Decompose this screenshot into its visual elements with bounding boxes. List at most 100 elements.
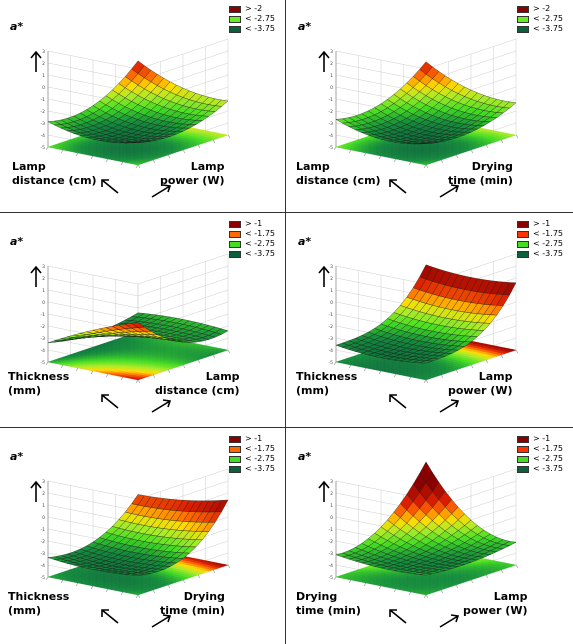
floor-tick: [348, 579, 352, 584]
legend: > -1 < -1.75 < -2.75 < -3.75: [229, 219, 275, 259]
floor-tick: [105, 158, 109, 163]
floor-tick: [425, 594, 429, 599]
z-tick-label: 2: [42, 491, 45, 497]
floor-tick: [470, 579, 474, 584]
floor-tick: [363, 582, 367, 587]
legend: > -1 < -1.75 < -2.75 < -3.75: [229, 434, 275, 474]
right-factor-arrow: [439, 184, 460, 198]
floor-tick: [60, 364, 64, 369]
floor-tick: [227, 564, 231, 569]
floor-tick: [167, 584, 171, 589]
z-tick-label: -4: [41, 563, 46, 569]
floor-tick: [333, 361, 337, 366]
floor-tick: [90, 370, 94, 375]
legend-label: < -3.75: [533, 24, 563, 33]
floor-tick: [500, 569, 504, 574]
legend-swatch: [229, 435, 242, 443]
legend-entry: < -2.75: [229, 454, 275, 464]
floor-tick: [455, 369, 459, 374]
z-tick-label: 2: [42, 276, 45, 282]
floor-tick: [137, 164, 141, 169]
z-tick-label: 3: [330, 479, 333, 485]
legend-swatch: [229, 230, 242, 238]
legend-swatch: [229, 220, 242, 228]
legend-swatch: [517, 25, 530, 33]
legend-label: < -3.75: [245, 464, 275, 473]
legend-swatch: [229, 5, 242, 13]
left-axis-label: Thickness (mm): [8, 590, 70, 617]
floor-tick: [423, 379, 427, 384]
z-tick-label: -2: [41, 109, 46, 115]
floor-tick: [455, 584, 459, 589]
response-surface: [47, 60, 229, 144]
floor-tick: [227, 349, 231, 354]
floor-tick: [515, 349, 519, 354]
legend-entry: > -1: [229, 219, 275, 229]
z-tick-label: -3: [329, 336, 334, 342]
floor-tick: [105, 588, 109, 593]
z-tick-label: 0: [42, 300, 45, 306]
surface-facet: [131, 141, 145, 144]
legend-swatch: [517, 240, 530, 248]
z-tick-label: -1: [329, 312, 334, 318]
z-tick-label: -4: [329, 563, 334, 569]
z-tick-label: -2: [41, 539, 46, 545]
right-factor-arrow: [151, 614, 172, 628]
floor-tick: [348, 364, 352, 369]
z-tick-label: 3: [330, 264, 333, 270]
legend-label: < -2.75: [245, 239, 275, 248]
legend-swatch: [229, 240, 242, 248]
floor-tick: [135, 379, 139, 384]
floor-tick: [440, 374, 444, 379]
z-tick-label: 0: [42, 85, 45, 91]
floor-tick: [425, 379, 429, 384]
z-axis-label: a*: [298, 20, 312, 33]
floor-tick: [363, 152, 367, 157]
z-tick-label: 1: [42, 73, 45, 79]
z-axis-label: a*: [298, 235, 312, 248]
floor-tick: [485, 574, 489, 579]
z-tick-label: 2: [330, 61, 333, 67]
z-tick-label: 3: [42, 264, 45, 270]
legend-label: < -1.75: [245, 444, 275, 453]
z-tick-label: -5: [41, 575, 46, 581]
legend-swatch: [517, 230, 530, 238]
chart-panel-4: -5 -4 -3 -2 -1 0 1 2 3 a* > -1 < -1.75 < -2.75 < -3.7…: [288, 215, 573, 428]
right-axis-label: Lamp power (W): [160, 160, 225, 187]
z-tick-label: -3: [329, 121, 334, 127]
right-factor-arrow: [151, 399, 172, 413]
right-axis-label: Lamp distance (cm): [155, 370, 240, 397]
legend-entry: < -3.75: [229, 464, 275, 474]
legend-swatch: [229, 445, 242, 453]
floor-tick: [423, 594, 427, 599]
legend-entry: < -3.75: [229, 249, 275, 259]
floor-tick: [455, 154, 459, 159]
legend-entry: > -1: [517, 219, 563, 229]
left-axis-label: Lamp distance (cm): [296, 160, 381, 187]
legend: > -2 < -2.75 < -3.75: [229, 4, 275, 34]
right-factor-arrow: [439, 399, 460, 413]
z-tick-label: -3: [329, 551, 334, 557]
floor-tick: [90, 155, 94, 160]
legend-entry: < -3.75: [517, 24, 563, 34]
z-tick-label: 2: [42, 61, 45, 67]
left-factor-arrow: [101, 394, 119, 409]
z-tick-label: 1: [330, 288, 333, 294]
legend-label: < -3.75: [245, 24, 275, 33]
left-axis-label: Thickness (mm): [8, 370, 70, 397]
floor-tick: [60, 149, 64, 154]
z-tick-label: -2: [329, 539, 334, 545]
z-tick-label: -1: [329, 97, 334, 103]
chart-panel-2: -5 -4 -3 -2 -1 0 1 2 3 a* > -2 < -2.75 < -3.75 Lamp di…: [288, 0, 573, 213]
legend-label: < -3.75: [533, 249, 563, 258]
z-tick-label: -5: [329, 360, 334, 366]
axis-arrows: [318, 265, 460, 413]
z-tick-label: 0: [330, 300, 333, 306]
floor-tick: [197, 359, 201, 364]
legend-label: > -1: [533, 219, 551, 228]
z-tick-label: -4: [41, 133, 46, 139]
floor-tick: [393, 588, 397, 593]
